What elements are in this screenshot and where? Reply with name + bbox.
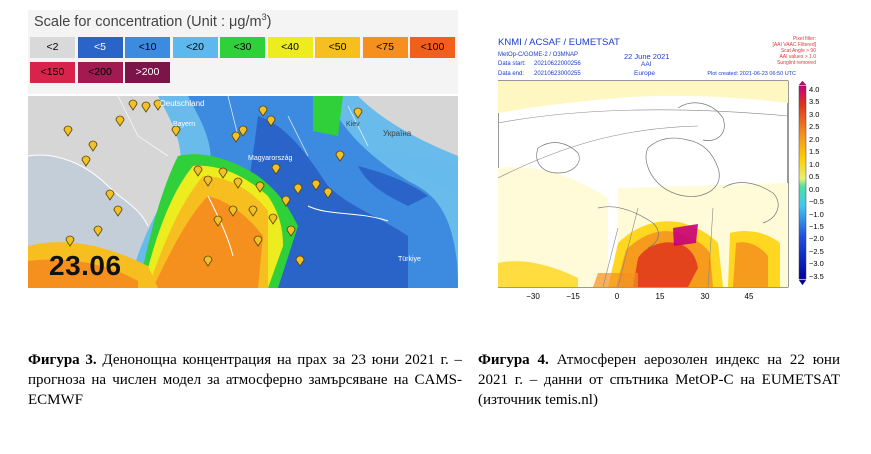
map-label-turkiye: Türkiye (398, 256, 421, 263)
colorbar-tick: 2.5 (809, 122, 820, 132)
scale-bin-2: <10 (125, 37, 170, 58)
figure-4: KNMI / ACSAF / EUMETSAT MetOp-C/GOME-2 /… (498, 28, 824, 308)
scale-bin-10: <200 (77, 62, 123, 83)
colorbar-tick: 0.0 (809, 184, 820, 194)
colorbar-tick: −0.5 (809, 197, 824, 207)
colorbar-tick: −3.0 (809, 259, 824, 269)
scale-bin-5: <40 (267, 37, 313, 58)
map-label-ukraine: Україна (383, 129, 412, 138)
scale-bin-0: <2 (30, 37, 75, 58)
scale-bin-6: <50 (315, 37, 360, 58)
x-tick-45: 45 (745, 292, 754, 301)
figure-4-caption: Фигура 4. Атмосферен аерозолен индекс на… (478, 352, 840, 408)
scale-bin-8: <100 (410, 37, 455, 58)
colorbar-tick: 1.5 (809, 147, 820, 157)
fig4-date: 22 June 2021 (624, 52, 670, 61)
dust-map-graphic: Deutschland Україна Magyarország Kiev Ba… (28, 96, 458, 288)
aerosol-index-map: 80 70 60 50 40 30 −30 −15 0 15 30 45 (498, 80, 807, 301)
colorbar-tick: 3.0 (809, 109, 820, 119)
x-tick-30: 30 (701, 292, 710, 301)
colorbar-tick: 4.0 (809, 85, 820, 94)
scale-bin-11: >200 (125, 62, 170, 83)
scale-bin-7: <75 (362, 37, 408, 58)
colorbar-tick: −3.5 (809, 271, 824, 281)
colorbar-tick: −1.0 (809, 209, 824, 219)
colorbar-tick: 1.0 (809, 159, 820, 169)
fig4-header: KNMI / ACSAF / EUMETSAT (498, 37, 620, 48)
scale-bin-4: <30 (220, 37, 265, 58)
colorbar-tick: −2.0 (809, 234, 824, 244)
fig4-pixel-filter: Pixel filter: [AAI VAAC Filtered] Scat A… (772, 36, 816, 66)
fig4-data-start-label: Data start: (498, 61, 526, 67)
colorbar-tick: −2.5 (809, 246, 824, 256)
map-label-bayern: Bayern (173, 121, 195, 128)
fig4-product: AAI (641, 61, 652, 68)
fig4-region: Europe (634, 70, 655, 77)
x-tick-minus30: −30 (526, 292, 540, 301)
colorbar (798, 85, 807, 280)
map-label-hungary: Magyarország (248, 155, 292, 162)
colorbar-tick: 2.0 (809, 134, 820, 144)
scale-bin-3: <20 (172, 37, 218, 58)
figure-3-caption: Фигура 3. Денонощна концентрация на прах… (28, 352, 462, 408)
map-label-deutschland: Deutschland (160, 99, 204, 108)
scale-bin-1: <5 (77, 37, 123, 58)
scale-title: Scale for concentration (Unit : μg/m3) (34, 12, 272, 30)
aai-map-area (498, 81, 789, 288)
fig4-plot-created: Plot created: 2021-06-23 06:50 UTC (707, 71, 796, 77)
figure-3: Scale for concentration (Unit : μg/m3) <… (28, 10, 458, 288)
dust-concentration-map: Deutschland Україна Magyarország Kiev Ba… (28, 96, 458, 288)
fig4-instrument: MetOp-C/GOME-2 / O3MNAP (498, 52, 579, 58)
fig4-data-end-label: Data end: (498, 71, 525, 77)
x-tick-15: 15 (656, 292, 665, 301)
colorbar-bottom-arrow (798, 279, 807, 286)
colorbar-tick: −1.5 (809, 221, 824, 231)
fig4-data-start: 20210622000256 (534, 61, 581, 67)
concentration-scale-legend: Scale for concentration (Unit : μg/m3) <… (28, 10, 458, 94)
scale-bin-9: <150 (30, 62, 75, 83)
x-tick-0: 0 (615, 292, 620, 301)
colorbar-top-arrow (798, 80, 807, 86)
forecast-date-label: 23.06 (49, 250, 122, 281)
fig4-data-end: 20210623000255 (534, 71, 581, 77)
map-label-kiev: Kiev (346, 121, 360, 128)
colorbar-tick: 3.5 (809, 97, 820, 107)
colorbar-tick: 0.5 (809, 172, 820, 182)
x-tick-minus15: −15 (566, 292, 580, 301)
